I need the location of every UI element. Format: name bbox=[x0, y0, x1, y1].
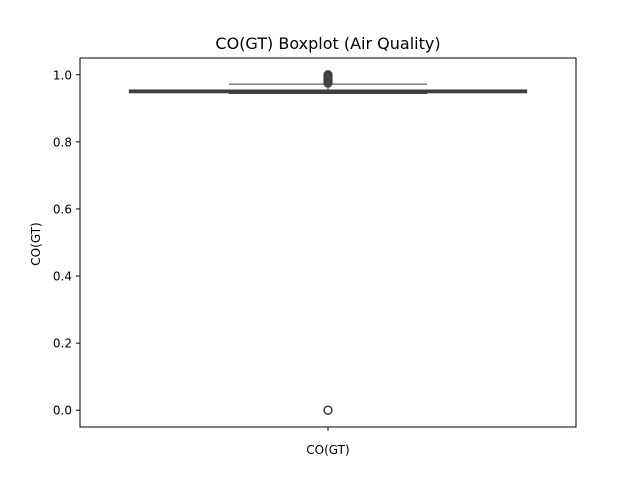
y-tick-label: 0.6 bbox=[53, 202, 72, 216]
y-tick-label: 0.0 bbox=[53, 404, 72, 418]
y-tick-label: 0.2 bbox=[53, 337, 72, 351]
y-tick-label: 0.8 bbox=[53, 135, 72, 149]
outlier-point bbox=[323, 70, 333, 80]
outlier-point bbox=[323, 405, 333, 415]
x-tick-label: CO(GT) bbox=[306, 443, 349, 457]
y-axis-ticks: 0.0 0.2 0.4 0.6 0.8 1.0 bbox=[53, 68, 80, 418]
x-axis-ticks: CO(GT) bbox=[306, 427, 350, 457]
chart-title: CO(GT) Boxplot (Air Quality) bbox=[215, 34, 440, 53]
y-axis-label: CO(GT) bbox=[29, 222, 43, 265]
y-tick-label: 1.0 bbox=[53, 68, 72, 82]
plot-frame bbox=[79, 57, 577, 428]
plot-content bbox=[128, 70, 528, 415]
y-tick-label: 0.4 bbox=[53, 270, 72, 284]
